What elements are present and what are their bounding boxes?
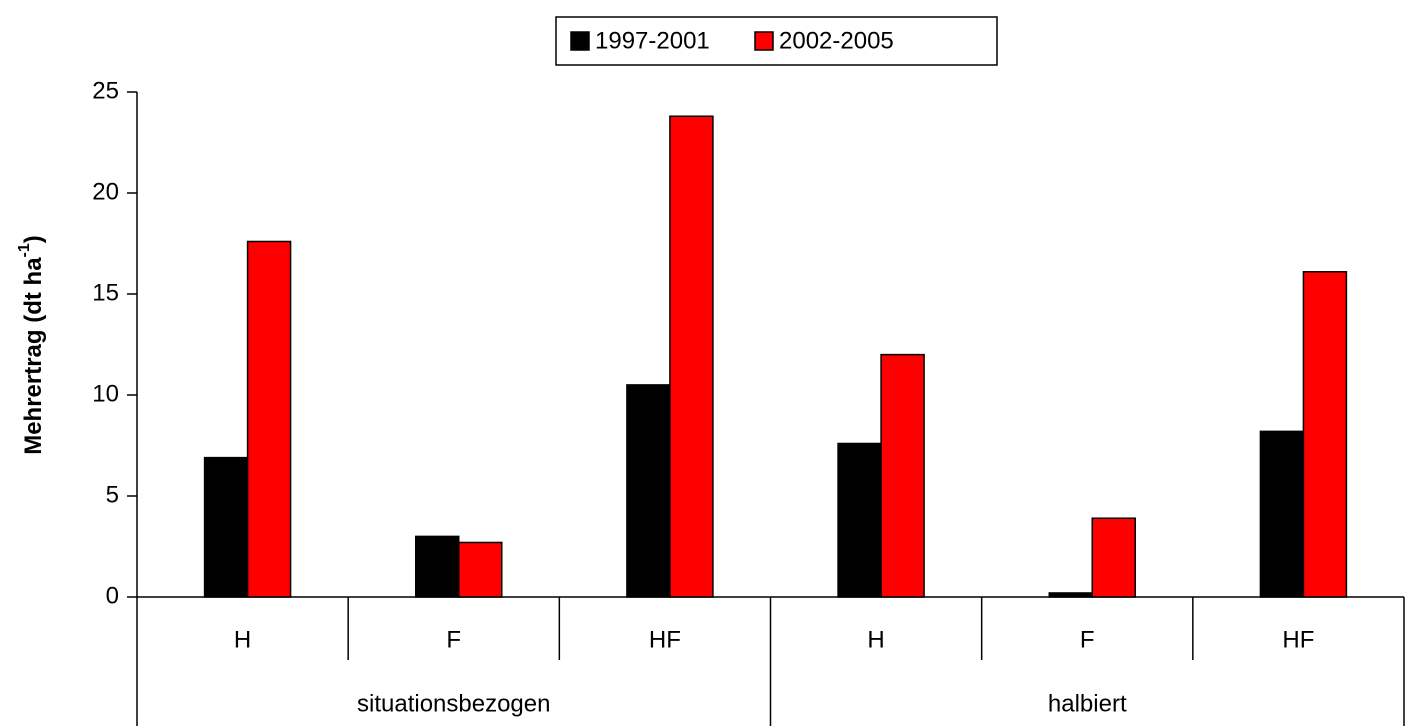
bar: [415, 535, 460, 598]
bar: [1048, 592, 1093, 598]
bar: [1259, 430, 1305, 598]
bar: [203, 456, 249, 598]
bar: [458, 541, 503, 598]
y-axis-label-end: ): [20, 235, 47, 243]
y-axis-label: Mehrertrag (dt ha-1): [16, 235, 47, 455]
legend-swatch: [570, 31, 590, 51]
bar: [246, 240, 292, 598]
group-label: halbiert: [1048, 690, 1127, 717]
y-tick-label: 15: [92, 279, 119, 306]
x-tick-label: HF: [649, 626, 681, 653]
bar: [880, 353, 925, 598]
y-tick-label: 0: [106, 582, 119, 609]
bar: [837, 442, 882, 598]
legend-label: 2002-2005: [779, 27, 894, 54]
y-tick-label: 25: [92, 77, 119, 104]
y-axis-label-sup: -1: [16, 243, 33, 257]
x-tick-label: H: [234, 626, 251, 653]
legend-label: 1997-2001: [595, 27, 710, 54]
bar: [1302, 271, 1348, 598]
x-tick-label: HF: [1282, 626, 1314, 653]
y-tick-label: 10: [92, 380, 119, 407]
bar: [626, 384, 671, 598]
x-tick-label: F: [446, 626, 461, 653]
legend-box: [555, 16, 998, 66]
y-tick-label: 20: [92, 178, 119, 205]
y-tick-label: 5: [106, 481, 119, 508]
y-axis-label-text: Mehrertrag (dt ha: [20, 257, 47, 455]
bar: [669, 115, 714, 598]
x-tick-label: F: [1080, 626, 1095, 653]
legend-swatch: [754, 31, 774, 51]
bar: [1091, 517, 1136, 598]
group-label: situationsbezogen: [357, 690, 550, 717]
x-tick-label: H: [867, 626, 884, 653]
